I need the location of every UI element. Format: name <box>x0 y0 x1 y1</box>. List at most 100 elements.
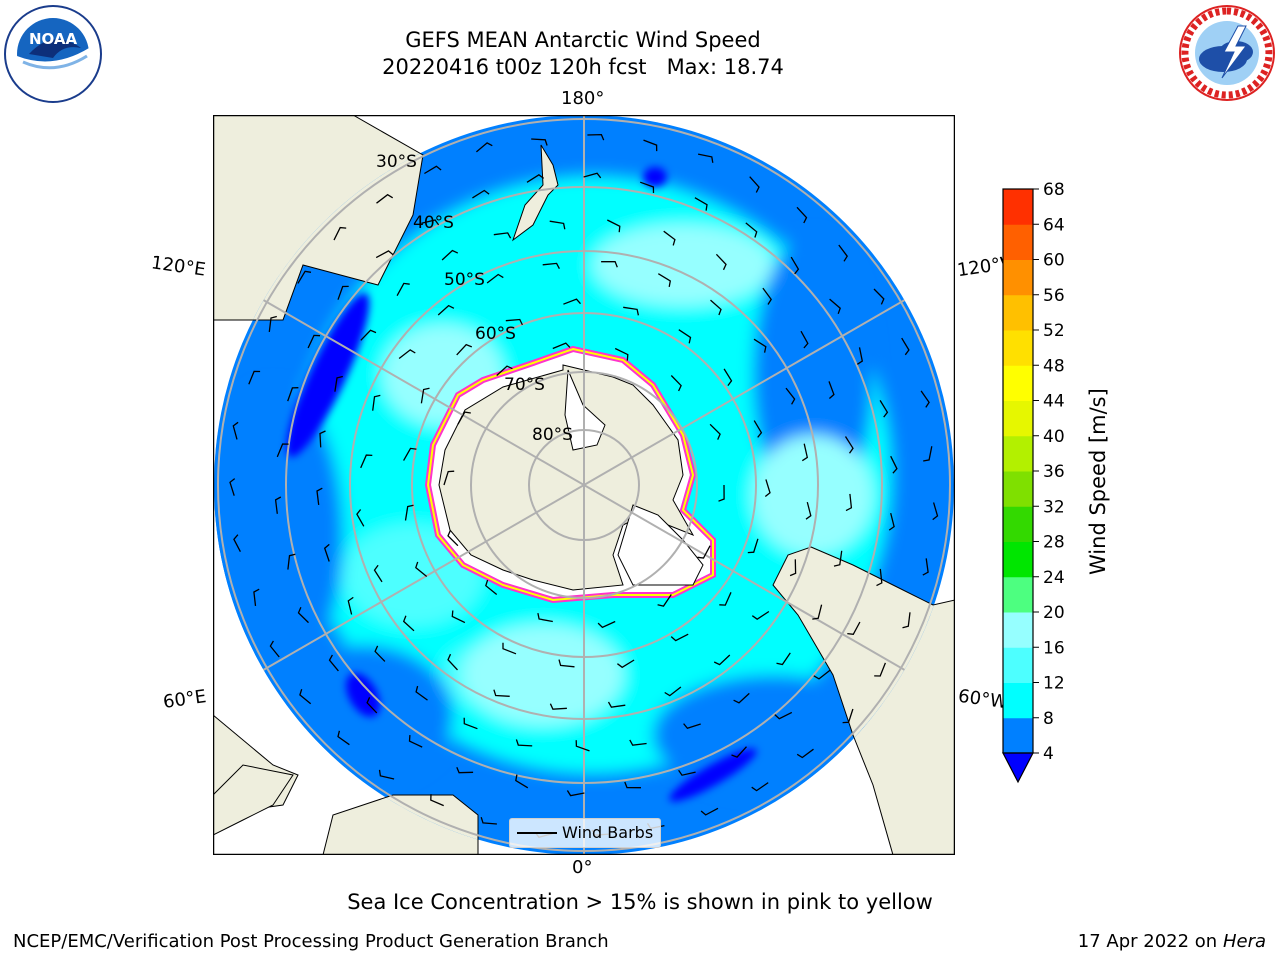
wind-barb <box>378 769 395 780</box>
wind-barb <box>845 493 853 512</box>
wind-barb <box>828 381 835 399</box>
wind-barb <box>334 375 343 392</box>
wind-barb <box>800 330 809 349</box>
wind-barb <box>719 592 732 606</box>
wind-barb <box>575 740 590 752</box>
wind-barb <box>749 176 760 193</box>
colorbar-tick-label: 68 <box>1043 180 1065 200</box>
wind-barb <box>796 748 814 759</box>
colorbar-tick-label: 8 <box>1043 709 1054 729</box>
wind-barb <box>456 766 474 774</box>
wind-barb <box>856 347 864 365</box>
colorbar-tick-label: 4 <box>1043 744 1054 764</box>
wind-barb <box>457 411 471 425</box>
wind-barb <box>403 447 417 461</box>
colorbar-tick-label: 52 <box>1043 321 1065 341</box>
wind-speed-field <box>214 115 954 855</box>
wind-barb <box>323 543 330 562</box>
wind-barb <box>873 288 885 305</box>
noaa-logo-icon: NOAA <box>3 4 103 104</box>
wind-barb <box>629 739 647 746</box>
colorbar-tick-label: 20 <box>1043 603 1065 623</box>
wind-barb <box>316 487 323 505</box>
lat-label-60s: 60°S <box>475 324 516 344</box>
wind-barb <box>232 421 239 440</box>
wind-barb <box>421 219 440 226</box>
wind-barb <box>790 256 800 275</box>
wind-barb <box>475 142 493 153</box>
wind-barb <box>493 232 512 239</box>
wind-barb <box>774 711 793 720</box>
wind-barb <box>347 596 354 615</box>
colorbar-segment <box>1003 400 1033 437</box>
wind-barb <box>502 642 517 655</box>
wind-barb <box>402 615 415 632</box>
wind-barb <box>888 512 895 531</box>
wind-barb <box>723 368 733 386</box>
wind-barb <box>920 390 930 408</box>
colorbar-segment <box>1003 717 1033 754</box>
colorbar-segment <box>1003 224 1033 260</box>
wind-barb <box>526 174 545 183</box>
colorbar-segment <box>1003 682 1033 719</box>
wind-barb <box>678 769 696 776</box>
wind-barb <box>408 735 423 748</box>
wind-barb <box>902 612 911 629</box>
wind-barb <box>486 273 504 284</box>
wind-barb <box>447 653 458 671</box>
wind-barb <box>710 299 722 316</box>
lon-label-180: 180° <box>561 88 605 109</box>
wind-barb <box>374 645 386 662</box>
wind-barb <box>398 349 416 360</box>
wind-barb <box>587 133 605 141</box>
wind-barb <box>751 610 770 620</box>
wind-barb <box>443 470 455 486</box>
wind-barb <box>922 558 929 576</box>
wind-barb <box>715 253 727 271</box>
wind-barb <box>274 496 282 514</box>
colorbar-segment <box>1003 189 1033 225</box>
wind-barb <box>607 701 626 708</box>
antarctica <box>438 364 695 591</box>
wind-barb <box>415 561 428 578</box>
colorbar-tick-label: 32 <box>1043 497 1065 517</box>
wind-barb <box>268 315 277 332</box>
wind-barb <box>876 568 883 587</box>
wind-barb <box>297 607 309 624</box>
wind-barb <box>372 394 381 411</box>
wind-barb <box>437 304 455 316</box>
wind-barb <box>747 538 759 554</box>
colorbar-tick-label: 56 <box>1043 286 1065 306</box>
map-frame <box>212 114 956 856</box>
colorbar-tick-label: 44 <box>1043 392 1065 412</box>
colorbar-tick-label: 24 <box>1043 568 1065 588</box>
wind-barb <box>549 220 566 230</box>
map-subtitle: 20220416 t00z 120h fcst Max: 18.74 <box>382 55 784 79</box>
map-title: GEFS MEAN Antarctic Wind Speed <box>405 28 761 52</box>
lon-label-120e: 120°E <box>149 252 207 281</box>
wind-barb <box>643 139 658 152</box>
wind-barb <box>838 244 848 262</box>
wind-barb <box>751 782 769 792</box>
wind-barb <box>463 717 478 730</box>
wind-barb <box>639 181 655 194</box>
wind-barb <box>356 509 365 527</box>
wind-barb <box>552 342 571 350</box>
wind-barb <box>441 249 459 261</box>
nws-logo-icon <box>1178 4 1276 102</box>
wind-barb <box>801 443 809 462</box>
wind-barb <box>505 318 523 326</box>
wind-barb <box>657 594 672 607</box>
legend-label: Wind Barbs <box>562 823 654 842</box>
colorbar-segment <box>1003 294 1033 331</box>
wind-barb <box>753 420 763 438</box>
wind-barb <box>812 604 823 620</box>
wind-barb <box>333 226 347 241</box>
wind-barb <box>764 479 771 498</box>
wind-barb <box>709 423 721 440</box>
lat-label-70s: 70°S <box>504 375 545 395</box>
colorbar-extend <box>1002 752 1034 784</box>
wind-barb <box>337 285 349 300</box>
wind-barb <box>366 697 378 714</box>
wind-barb <box>269 640 280 658</box>
